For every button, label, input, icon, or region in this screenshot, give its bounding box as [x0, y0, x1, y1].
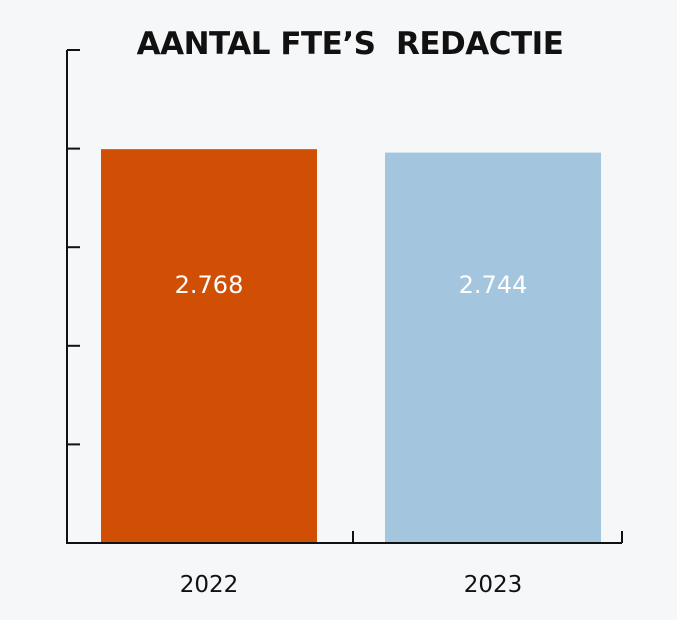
value-label-2023: 2.744 [459, 271, 528, 299]
bars-layer [101, 149, 601, 543]
x-tick-label-2022: 2022 [180, 572, 239, 598]
bar-2023 [385, 152, 601, 543]
value-label-2022: 2.768 [175, 271, 244, 299]
bar-2022 [101, 149, 317, 543]
chart-title: AANTAL FTE’S REDACTIE [136, 26, 564, 62]
labels-layer: 2.768 2022 2.744 2023 [175, 271, 528, 598]
axes-layer [66, 49, 623, 544]
x-tick-label-2023: 2023 [464, 572, 523, 598]
